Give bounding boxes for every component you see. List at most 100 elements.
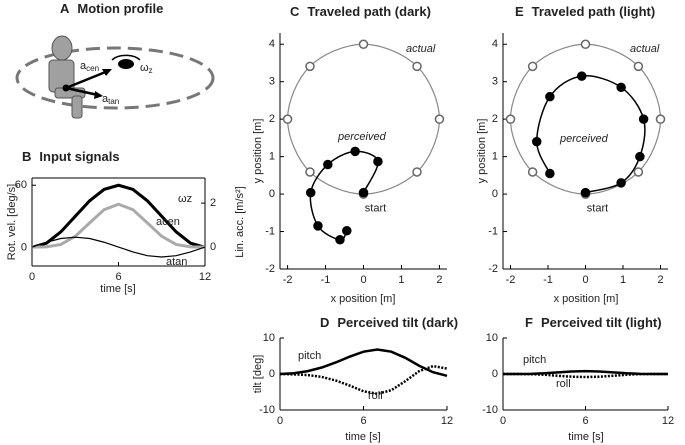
x-tick-label: 12 [199, 271, 211, 283]
y-tick-label: 2 [492, 113, 498, 125]
path-marker [412, 61, 422, 72]
y-tick-label: -2 [265, 263, 275, 275]
x-axis-label: x position [m] [554, 293, 619, 305]
y-tick-label: 2 [269, 113, 275, 125]
path-marker [616, 178, 626, 188]
series-label: roll [556, 378, 571, 390]
x-tick-label: 6 [360, 415, 366, 427]
subscript: z [149, 66, 153, 75]
path-marker [580, 39, 591, 49]
path-marker [358, 39, 369, 49]
label-omega: ωz [140, 62, 153, 75]
path-marker [638, 114, 649, 124]
subscript: tan [108, 97, 119, 106]
arrow-acen [65, 69, 109, 90]
panel-letter: D [320, 315, 329, 330]
path-marker [545, 168, 555, 179]
y-tick-label: -1 [488, 225, 498, 237]
symbol: a [102, 93, 109, 105]
series-label: ωz [178, 193, 192, 205]
panel-title-text: Perceived tilt (light) [541, 315, 662, 330]
y-axis-label: tilt [deg] [252, 355, 264, 394]
series-label: atan [166, 256, 187, 268]
x-axis-label: x position [m] [331, 293, 396, 305]
path-marker [434, 114, 445, 124]
x-tick-label: 0 [29, 271, 35, 283]
x-tick-label: 1 [398, 274, 404, 286]
panel-letter: C [290, 4, 300, 19]
panel-title-text: Traveled path (light) [532, 4, 656, 19]
series-label: pitch [523, 354, 546, 366]
path-marker [580, 187, 591, 198]
path-marker [342, 226, 352, 236]
path-marker [373, 156, 383, 167]
panel-letter: F [525, 315, 533, 330]
path-marker [323, 159, 333, 170]
panel-title-text: Traveled path (dark) [307, 4, 431, 19]
x-axis-label: time [s] [345, 431, 380, 443]
series-label: acen [156, 216, 180, 228]
y-tick-label: -10 [259, 404, 275, 416]
path-marker [635, 151, 645, 162]
rotation-arrow [111, 54, 141, 61]
path-marker [305, 187, 316, 198]
label-atan: atan [102, 93, 119, 106]
x-tick-label: 0 [360, 274, 366, 286]
y-tick-label: 0 [269, 368, 275, 380]
y-tick-label: 4 [492, 38, 498, 50]
y-tick-label: 0 [492, 368, 498, 380]
path-marker [527, 167, 538, 177]
path-marker [655, 114, 666, 124]
panel-a-title: A Motion profile [60, 1, 163, 16]
panel-title: F Perceived tilt (light) [525, 315, 662, 330]
series-line [279, 364, 448, 396]
y-axis-label: y position [m] [252, 119, 264, 184]
y-tick-label: 60 [15, 179, 27, 191]
path-marker [532, 136, 542, 147]
y-tick-label: 0 [269, 188, 275, 200]
x-tick-label: -2 [506, 274, 516, 286]
y-tick-label: 3 [492, 76, 498, 88]
path-marker [335, 235, 345, 245]
path-marker [350, 146, 360, 157]
panel-e: E Traveled path (light) -2 -1 0 1 2 -2 -1 0 1 2 3 4 x … [476, 4, 668, 305]
path-marker [313, 221, 323, 231]
y-tick-label: 3 [269, 76, 275, 88]
x-tick-label: 0 [500, 415, 506, 427]
x-tick-label: 12 [441, 415, 453, 427]
panel-title: E Traveled path (light) [515, 4, 655, 19]
symbol: a [80, 60, 87, 72]
x-tick-label: 2 [657, 274, 663, 286]
series-label: roll [368, 390, 383, 402]
series-line [31, 236, 206, 258]
series-line [503, 372, 668, 379]
x-tick-label: 0 [277, 415, 283, 427]
shin [71, 95, 83, 119]
path-marker [545, 91, 555, 102]
x-tick-label: -1 [543, 274, 553, 286]
panel-a: A Motion profile acen ωz atan [15, 1, 215, 119]
arrowhead [94, 91, 103, 99]
head [51, 35, 73, 61]
panel-title-text: Input signals [39, 149, 119, 164]
arrow-atan [65, 86, 99, 97]
y-tick-label: 1 [492, 151, 498, 163]
series-line [31, 183, 206, 249]
path-marker [633, 167, 644, 177]
panel-letter: B [22, 149, 31, 164]
series-line [31, 202, 206, 249]
y-axis-label: y position [m] [476, 119, 488, 184]
y-tick-label: 1 [269, 151, 275, 163]
series-label: actual [406, 43, 436, 55]
path-marker [527, 61, 538, 72]
x-tick-label: 1 [620, 274, 626, 286]
path-marker [505, 114, 516, 124]
x-tick-label: 0 [582, 274, 588, 286]
x-axis-label: time [s] [568, 431, 603, 443]
y-tick-label: -1 [265, 225, 275, 237]
x-tick-label: -1 [321, 274, 331, 286]
y-tick-label: -10 [482, 404, 498, 416]
